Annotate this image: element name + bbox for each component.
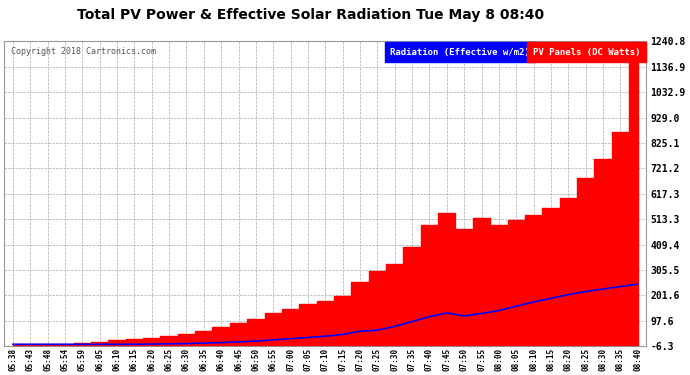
Text: Total PV Power & Effective Solar Radiation Tue May 8 08:40: Total PV Power & Effective Solar Radiati… [77, 8, 544, 21]
Legend: Radiation (Effective w/m2), PV Panels (DC Watts): Radiation (Effective w/m2), PV Panels (D… [386, 46, 642, 58]
Text: Copyright 2018 Cartronics.com: Copyright 2018 Cartronics.com [10, 47, 155, 56]
